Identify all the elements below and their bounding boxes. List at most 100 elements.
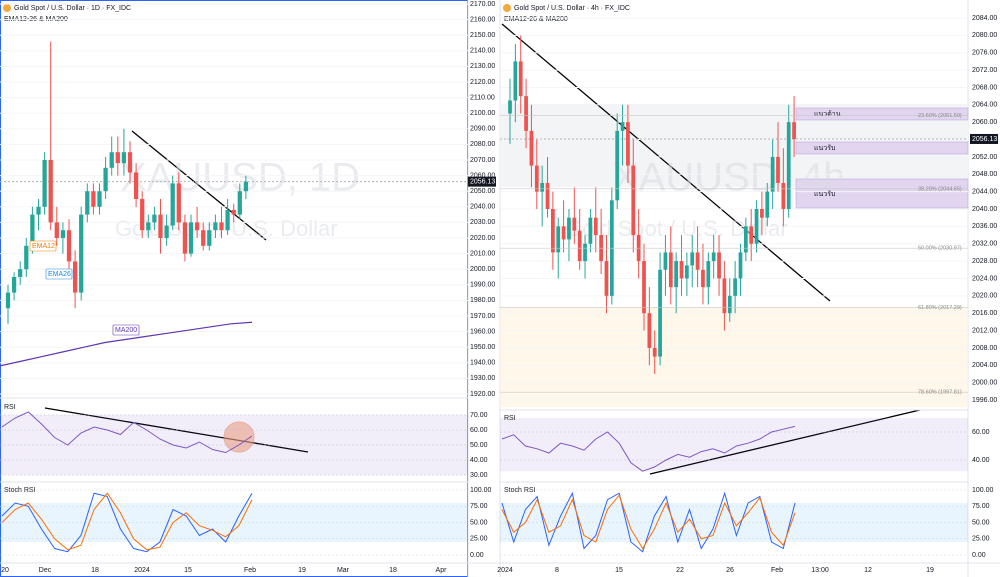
pane-title: RSI [504,415,516,422]
y-tick-label: 2004.00 [972,362,997,369]
stoch-d-line [501,494,796,550]
candle-body [663,252,668,270]
stoch-tick-label: 25.00 [972,536,990,543]
candle-body [615,130,620,201]
y-tick-label: 2076.00 [972,50,997,57]
rsi-tick-label: 40.00 [972,457,990,464]
ema-tag [112,324,140,336]
stoch-tick-label: 75.00 [470,503,488,510]
x-tick-label: 26 [726,567,734,574]
stoch-tick-label: 75.00 [972,503,990,510]
pane-title: Stoch RSI [4,487,36,494]
y-tick-label: 1980.00 [470,297,495,304]
y-tick-label: 2008.00 [972,345,997,352]
y-tick-label: 2060.00 [972,119,997,126]
pane-title: Stoch RSI [504,487,536,494]
y-tick-label: 2024.00 [972,275,997,282]
x-tick-label: Dec [39,567,52,574]
rsi-line [501,425,796,472]
candle-body [572,217,577,231]
candle-body [733,278,737,296]
y-tick-label: 2048.00 [972,171,997,178]
y-tick-label: 2000.00 [470,266,495,273]
candle-body [668,252,673,288]
candle-body [219,222,224,231]
x-tick-label: 13:00 [811,567,829,574]
y-tick-label: 1996.00 [972,397,997,404]
y-tick-label: 2080.00 [972,32,997,39]
fib-zone [500,307,968,407]
stoch-tick-label: 50.00 [470,519,488,526]
y-tick-label: 2032.00 [972,241,997,248]
zone-label: แนวรับ [814,144,835,152]
rsi-tick-label: 60.00 [972,429,990,436]
candle-body [5,292,11,309]
candle-body [79,214,84,293]
x-tick-label: Feb [771,567,783,574]
y-tick-label: 2044.00 [972,188,997,195]
y-tick-label: 2110.00 [470,94,495,101]
y-tick-label: 2040.00 [470,204,495,211]
candle-body [529,130,534,166]
last-price-tag [468,176,496,187]
y-tick-label: 2070.00 [470,157,495,164]
y-tick-label: 1970.00 [470,313,495,320]
y-tick-label: 2036.00 [972,223,997,230]
candle-body [765,191,770,218]
last-price-tag [970,133,998,144]
candle-body [545,182,550,209]
candle-body [146,222,151,231]
trend-line [131,130,267,241]
last-price-label: 2056.13 [972,136,997,143]
candle-body [225,209,230,231]
stoch-tick-label: 100.00 [972,487,994,494]
x-tick-label: 18 [389,567,397,574]
support-zone [795,141,969,155]
candle-body [42,160,47,207]
ema-tag [29,240,57,252]
candle-body [749,226,754,244]
y-tick-label: 2080.00 [470,141,495,148]
y-tick-label: 2020.00 [972,293,997,300]
candle-body [567,217,571,240]
candle-body [786,122,791,209]
x-tick-label: 12 [864,567,872,574]
stoch-tick-label: 50.00 [972,519,990,526]
stoch-tick-label: 0.00 [470,552,484,559]
ema-tag [45,268,73,280]
y-tick-label: 2060.00 [470,172,495,179]
candle-body [776,156,780,183]
y-tick-label: 2030.00 [470,219,495,226]
ma200-line [0,321,253,367]
rsi-tick-label: 50.00 [470,442,488,449]
candle-body [213,222,218,231]
candle-body [674,261,679,288]
candle-body [738,252,743,279]
candle-body [176,183,181,223]
candle-body [121,152,127,164]
y-tick-label: 2052.00 [972,154,997,161]
candle-body [152,214,157,223]
y-tick-label: 2068.00 [972,84,997,91]
candle-body [127,152,133,173]
candle-body [754,209,759,244]
candle-body [561,226,566,240]
candle-body [658,269,662,357]
candle-body [54,222,59,238]
candle-body [60,230,66,238]
candle-body [133,172,139,199]
candle-body [701,269,705,288]
candle-body [604,261,609,296]
y-tick-label: 2160.00 [470,16,495,23]
candle-body [706,261,711,288]
watermark: Gold Spot / U.S. Dollar [565,216,788,241]
x-tick-label: Apr [436,567,448,574]
candle-body [690,252,695,266]
y-tick-label: 2100.00 [470,110,495,117]
x-tick-label: Mar [337,567,350,574]
y-tick-label: 2130.00 [470,63,495,70]
fib-label: 78.60% (1997.81) [918,390,962,396]
stoch-k-line [501,491,796,553]
candle-body [647,313,652,348]
last-price-label: 2056.13 [470,178,495,185]
